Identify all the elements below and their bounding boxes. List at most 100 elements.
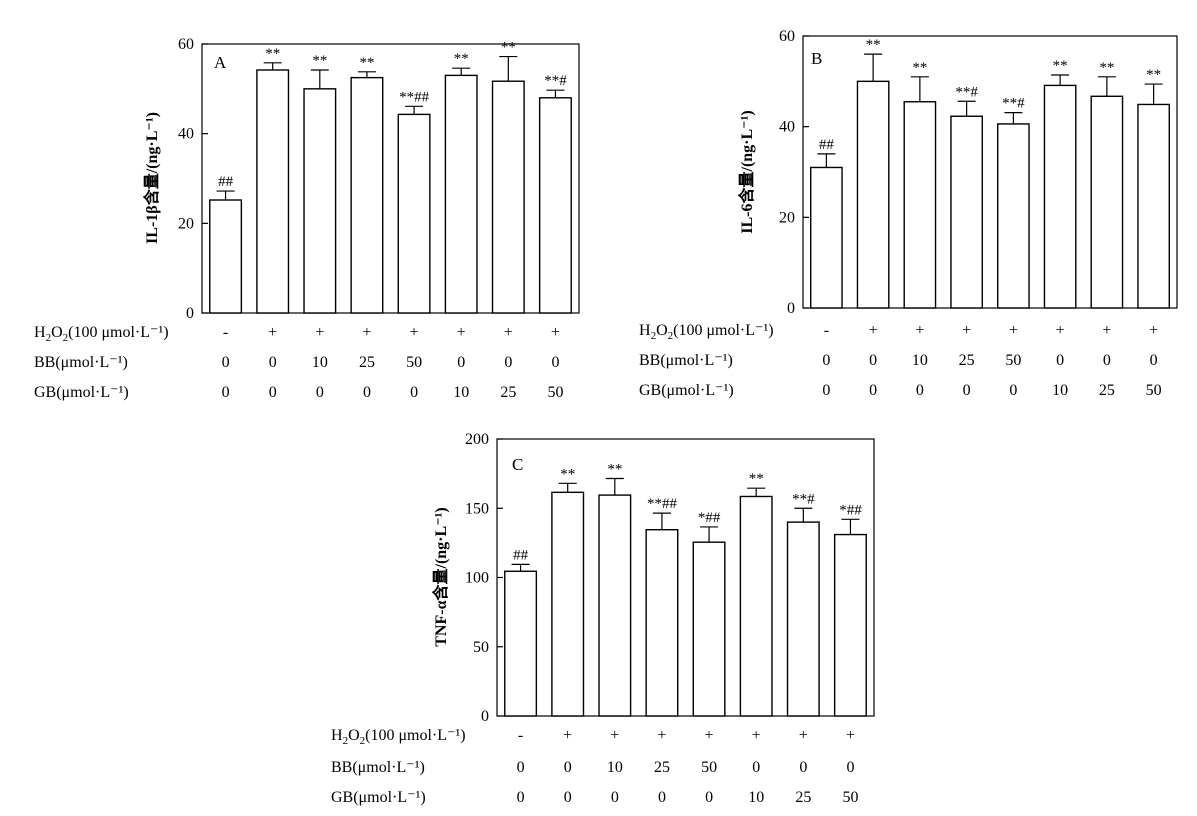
significance-label: **# — [955, 84, 978, 100]
treatment-row-value: 50 — [842, 789, 858, 806]
treatment-row-value: 50 — [547, 384, 563, 401]
treatment-row-value: 25 — [359, 354, 375, 371]
treatment-row-value: 25 — [654, 759, 670, 776]
treatment-row-value: 0 — [517, 789, 525, 806]
treatment-row-value: 0 — [222, 354, 230, 371]
treatment-row-value: 0 — [869, 382, 877, 399]
y-tick-label: 200 — [465, 431, 489, 448]
significance-label: **# — [1002, 96, 1025, 112]
treatment-row-value: 0 — [752, 759, 760, 776]
significance-label: ** — [501, 40, 516, 56]
treatment-row-value: + — [705, 727, 714, 744]
treatment-row-label-part: O — [656, 322, 668, 339]
significance-label: ** — [866, 37, 881, 53]
y-tick-label: 150 — [465, 500, 489, 517]
significance-label: **## — [647, 496, 678, 512]
bar — [350, 76, 384, 314]
treatment-row-value: 0 — [363, 384, 371, 401]
y-tick-label: 0 — [787, 300, 795, 317]
bar — [491, 80, 525, 314]
treatment-row-value: 10 — [312, 354, 328, 371]
treatment-row-value: 50 — [406, 354, 422, 371]
treatment-row-value: + — [1009, 322, 1018, 339]
y-tick-label: 20 — [178, 215, 194, 232]
treatment-row-value: 0 — [611, 789, 619, 806]
treatment-row-label-part: 2 — [343, 735, 349, 747]
treatment-row-label-part: H — [331, 727, 343, 744]
panel-letter: B — [811, 49, 822, 68]
y-tick-label: 20 — [779, 209, 795, 226]
treatment-row-value: 0 — [269, 354, 277, 371]
treatment-row-value: 0 — [457, 354, 465, 371]
treatment-row-label: GB(μmol·L⁻¹) — [639, 382, 734, 399]
treatment-row-value: + — [962, 322, 971, 339]
y-tick-label: 100 — [465, 570, 489, 587]
bar — [551, 491, 585, 717]
bar — [1137, 103, 1170, 309]
bar — [810, 166, 843, 309]
treatment-row-value: + — [410, 324, 419, 341]
treatment-row-label-part: 2 — [668, 330, 674, 342]
treatment-row-label: H2O2(100 μmol·L⁻¹) — [639, 322, 774, 342]
significance-label: ** — [749, 471, 764, 487]
treatment-row-label-part: O — [51, 324, 63, 341]
treatment-row-value: 0 — [846, 759, 854, 776]
treatment-row-label: H2O2(100 μmol·L⁻¹) — [331, 727, 466, 747]
treatment-row-value: 0 — [222, 384, 230, 401]
treatment-row-label-part: (100 μmol·L⁻¹) — [673, 322, 773, 339]
bar — [950, 115, 983, 309]
bar — [504, 570, 538, 717]
treatment-row-value: + — [315, 324, 324, 341]
treatment-row-value: + — [504, 324, 513, 341]
significance-label: ## — [513, 547, 529, 563]
treatment-row-value: 10 — [453, 384, 469, 401]
treatment-row-value: 0 — [963, 382, 971, 399]
significance-label: ** — [312, 53, 327, 69]
bar — [692, 541, 726, 717]
bar — [739, 495, 773, 717]
treatment-row-value: 0 — [564, 759, 572, 776]
treatment-row-value: 10 — [1052, 382, 1068, 399]
treatment-row-label-part: 2 — [360, 735, 366, 747]
treatment-row-value: + — [915, 322, 924, 339]
treatment-row-value: + — [846, 727, 855, 744]
treatment-row-value: + — [457, 324, 466, 341]
treatment-row-label-part: 2 — [46, 332, 52, 344]
bar — [397, 113, 431, 314]
treatment-row-value: + — [1102, 322, 1111, 339]
plot-frame — [802, 35, 1178, 309]
treatment-row-value: 0 — [916, 382, 924, 399]
bar — [997, 123, 1030, 309]
treatment-row-value: 50 — [701, 759, 717, 776]
treatment-row-value: 0 — [822, 352, 830, 369]
significance-label: **## — [399, 89, 430, 105]
treatment-row-value: 0 — [1056, 352, 1064, 369]
treatment-row-value: + — [1149, 322, 1158, 339]
significance-label: ## — [819, 137, 835, 153]
bar — [303, 88, 337, 314]
y-tick-label: 60 — [178, 36, 194, 53]
significance-label: **# — [792, 491, 815, 507]
treatment-row-value: + — [657, 727, 666, 744]
significance-label: ** — [1053, 58, 1068, 74]
bar — [786, 521, 820, 717]
plot-frame — [201, 43, 580, 314]
significance-label: ** — [265, 46, 280, 62]
significance-label: ** — [560, 466, 575, 482]
treatment-row-value: + — [869, 322, 878, 339]
treatment-row-value: 0 — [269, 384, 277, 401]
significance-label: ** — [912, 60, 927, 76]
treatment-row-value: + — [610, 727, 619, 744]
bar — [538, 97, 572, 314]
treatment-row-value: 10 — [607, 759, 623, 776]
treatment-row-value: 25 — [1099, 382, 1115, 399]
bar — [645, 529, 679, 717]
bar — [444, 74, 478, 314]
treatment-row-value: 0 — [316, 384, 324, 401]
y-tick-label: 40 — [178, 126, 194, 143]
significance-label: ** — [607, 461, 622, 477]
bar — [209, 199, 243, 314]
